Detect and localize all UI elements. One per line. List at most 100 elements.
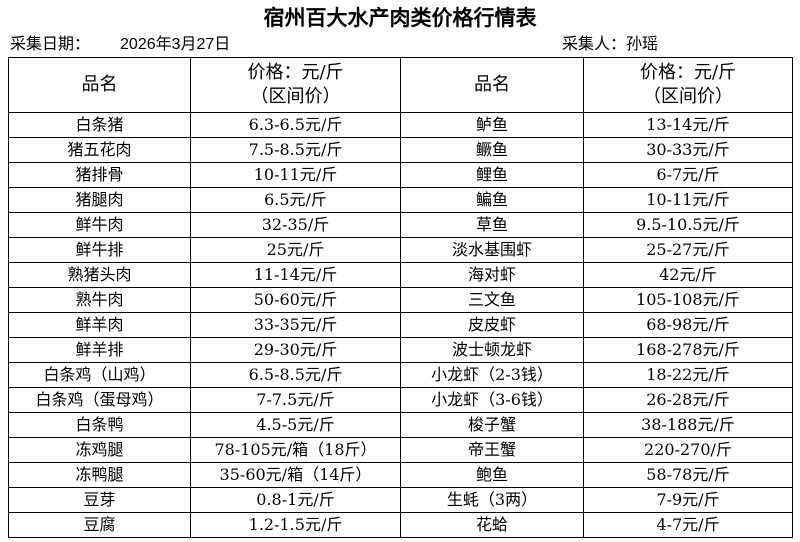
table-row: 鲜羊肉 33-35元/斤 皮皮虾 68-98元/斤 xyxy=(8,312,793,338)
left-name-cell: 鲜羊肉 xyxy=(8,312,191,338)
left-name-cell: 鲜羊排 xyxy=(8,337,191,363)
left-price-cell: 33-35元/斤 xyxy=(190,312,401,338)
left-price-cell: 7.5-8.5元/斤 xyxy=(190,137,401,163)
left-price-cell: 29-30元/斤 xyxy=(190,337,401,363)
right-price-cell: 13-14元/斤 xyxy=(583,112,793,138)
right-name-cell: 淡水基围虾 xyxy=(400,237,584,263)
right-name-cell: 小龙虾（2-3钱） xyxy=(400,362,584,388)
right-price-cell: 4-7元/斤 xyxy=(583,512,793,538)
right-price-cell: 10-11元/斤 xyxy=(583,187,793,213)
left-name-cell: 豆腐 xyxy=(8,512,191,538)
left-name-cell: 白条鸡（山鸡） xyxy=(8,362,191,388)
header-price-left: 价格：元/斤 （区间价） xyxy=(190,57,401,113)
header-name-left: 品名 xyxy=(8,57,191,113)
collector-label: 采集人： xyxy=(562,36,627,53)
left-price-cell: 4.5-5元/斤 xyxy=(190,412,401,438)
left-name-cell: 猪五花肉 xyxy=(8,137,191,163)
header-row: 品名 价格：元/斤 （区间价） 品名 价格：元/斤 （区间价） xyxy=(8,57,793,113)
left-name-cell: 猪排骨 xyxy=(8,162,191,188)
table-row: 猪五花肉 7.5-8.5元/斤 鳜鱼 30-33元/斤 xyxy=(8,137,793,163)
right-price-cell: 30-33元/斤 xyxy=(583,137,793,163)
table-row: 冻鸡腿 78-105元/箱（18斤） 帝王蟹 220-270/斤 xyxy=(8,437,793,463)
right-name-cell: 三文鱼 xyxy=(400,287,584,313)
right-price-cell: 58-78元/斤 xyxy=(583,462,793,488)
left-price-cell: 32-35/斤 xyxy=(190,212,401,238)
collector-value: 孙瑶 xyxy=(626,36,659,53)
header-price-right: 价格：元/斤 （区间价） xyxy=(583,57,793,113)
table-row: 冻鸭腿 35-60元/箱（14斤） 鲍鱼 58-78元/斤 xyxy=(8,462,793,488)
right-name-cell: 草鱼 xyxy=(400,212,584,238)
left-price-cell: 50-60元/斤 xyxy=(190,287,401,313)
left-name-cell: 猪腿肉 xyxy=(8,187,191,213)
header-price-note: （区间价） xyxy=(250,86,341,107)
collection-date: 采集日期： 2026年3月27日 xyxy=(10,35,230,55)
table-row: 白条猪 6.3-6.5元/斤 鲈鱼 13-14元/斤 xyxy=(8,112,793,138)
right-price-cell: 105-108元/斤 xyxy=(583,287,793,313)
right-name-cell: 鲤鱼 xyxy=(400,162,584,188)
right-name-cell: 梭子蟹 xyxy=(400,412,584,438)
right-name-cell: 生蚝（3两） xyxy=(400,487,584,513)
right-price-cell: 38-188元/斤 xyxy=(583,412,793,438)
right-name-cell: 帝王蟹 xyxy=(400,437,584,463)
right-name-cell: 海对虾 xyxy=(400,262,584,288)
left-price-cell: 11-14元/斤 xyxy=(190,262,401,288)
right-price-cell: 68-98元/斤 xyxy=(583,312,793,338)
left-price-cell: 7-7.5元/斤 xyxy=(190,387,401,413)
right-price-cell: 168-278元/斤 xyxy=(583,337,793,363)
left-price-cell: 10-11元/斤 xyxy=(190,162,401,188)
left-price-cell: 6.3-6.5元/斤 xyxy=(190,112,401,138)
left-price-cell: 78-105元/箱（18斤） xyxy=(190,437,401,463)
left-name-cell: 鲜牛肉 xyxy=(8,212,191,238)
right-price-cell: 26-28元/斤 xyxy=(583,387,793,413)
right-price-cell: 18-22元/斤 xyxy=(583,362,793,388)
right-price-cell: 6-7元/斤 xyxy=(583,162,793,188)
right-name-cell: 鳊鱼 xyxy=(400,187,584,213)
table-row: 猪腿肉 6.5元/斤 鳊鱼 10-11元/斤 xyxy=(8,187,793,213)
header-price-label: 价格：元/斤 xyxy=(639,62,737,83)
right-price-cell: 220-270/斤 xyxy=(583,437,793,463)
right-name-cell: 鲈鱼 xyxy=(400,112,584,138)
table-row: 鲜牛排 25元/斤 淡水基围虾 25-27元/斤 xyxy=(8,237,793,263)
right-name-cell: 鲍鱼 xyxy=(400,462,584,488)
header-price-note: （区间价） xyxy=(643,86,733,107)
right-name-cell: 皮皮虾 xyxy=(400,312,584,338)
right-name-cell: 小龙虾（3-6钱） xyxy=(400,387,584,413)
table-row: 白条鸭 4.5-5元/斤 梭子蟹 38-188元/斤 xyxy=(8,412,793,438)
date-label: 采集日期： xyxy=(10,36,91,53)
left-price-cell: 0.8-1元/斤 xyxy=(190,487,401,513)
left-price-cell: 6.5元/斤 xyxy=(190,187,401,213)
table-row: 豆腐 1.2-1.5元/斤 花蛤 4-7元/斤 xyxy=(8,512,793,538)
left-name-cell: 豆芽 xyxy=(8,487,191,513)
left-price-cell: 35-60元/箱（14斤） xyxy=(190,462,401,488)
table-row: 豆芽 0.8-1元/斤 生蚝（3两） 7-9元/斤 xyxy=(8,487,793,513)
header-name-right: 品名 xyxy=(400,57,584,113)
right-price-cell: 25-27元/斤 xyxy=(583,237,793,263)
table-row: 熟猪头肉 11-14元/斤 海对虾 42元/斤 xyxy=(8,262,793,288)
left-price-cell: 1.2-1.5元/斤 xyxy=(190,512,401,538)
date-value: 2026年3月27日 xyxy=(120,36,231,53)
left-name-cell: 熟牛肉 xyxy=(8,287,191,313)
right-name-cell: 鳜鱼 xyxy=(400,137,584,163)
left-name-cell: 白条猪 xyxy=(8,112,191,138)
left-price-cell: 25元/斤 xyxy=(190,237,401,263)
collector: 采集人：孙瑶 xyxy=(562,35,658,55)
price-table: 品名 价格：元/斤 （区间价） 品名 价格：元/斤 （区间价） 白条猪 6.3-6.5… xyxy=(8,57,793,538)
table-row: 白条鸡（山鸡） 6.5-8.5元/斤 小龙虾（2-3钱） 18-22元/斤 xyxy=(8,362,793,388)
left-name-cell: 白条鸡（蛋母鸡） xyxy=(8,387,191,413)
right-price-cell: 42元/斤 xyxy=(583,262,793,288)
left-name-cell: 冻鸡腿 xyxy=(8,437,191,463)
right-name-cell: 波士顿龙虾 xyxy=(400,337,584,363)
table-row: 白条鸡（蛋母鸡） 7-7.5元/斤 小龙虾（3-6钱） 26-28元/斤 xyxy=(8,387,793,413)
page-title: 宿州百大水产肉类价格行情表 xyxy=(263,6,537,30)
left-name-cell: 冻鸭腿 xyxy=(8,462,191,488)
right-name-cell: 花蛤 xyxy=(400,512,584,538)
left-name-cell: 白条鸭 xyxy=(8,412,191,438)
table-row: 鲜牛肉 32-35/斤 草鱼 9.5-10.5元/斤 xyxy=(8,212,793,238)
right-price-cell: 7-9元/斤 xyxy=(583,487,793,513)
table-row: 鲜羊排 29-30元/斤 波士顿龙虾 168-278元/斤 xyxy=(8,337,793,363)
header-price-label: 价格：元/斤 xyxy=(247,62,344,83)
table-row: 猪排骨 10-11元/斤 鲤鱼 6-7元/斤 xyxy=(8,162,793,188)
left-name-cell: 熟猪头肉 xyxy=(8,262,191,288)
left-name-cell: 鲜牛排 xyxy=(8,237,191,263)
right-price-cell: 9.5-10.5元/斤 xyxy=(583,212,793,238)
